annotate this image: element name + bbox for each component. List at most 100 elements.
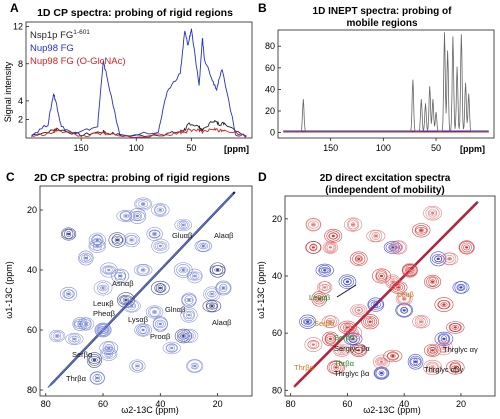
contour-peak-rs11-3 <box>334 345 350 356</box>
contour-peak-sym9-4 <box>151 203 170 217</box>
contour-peak-6-2 <box>155 283 165 293</box>
contour-peak-7-1 <box>179 268 187 272</box>
y-tick-label: 40 <box>272 271 282 281</box>
contour-peak-b4-3 <box>431 254 445 264</box>
contour-peak-sym11-3 <box>147 306 162 318</box>
x-tick-label: 50 <box>186 143 196 153</box>
contour-core-sym13 <box>107 268 111 272</box>
contour-peak-r0-1 <box>309 244 318 251</box>
contour-peak-rs17-3 <box>375 356 388 367</box>
contour-peak-rs3-1 <box>401 296 407 301</box>
contour-peak-sym16-3 <box>96 323 110 337</box>
contour-peak-rs6-1 <box>394 245 403 250</box>
contour-peak-2-2 <box>92 234 103 246</box>
contour-core-rs10 <box>351 331 355 335</box>
contour-peak-rs7-4 <box>366 229 386 243</box>
contour-peak-sym7-1 <box>157 242 164 250</box>
contour-peak-8-1 <box>200 243 207 249</box>
contour-peak-14-3 <box>181 294 197 306</box>
contour-core-3 <box>115 238 119 242</box>
contour-peak-rs7-3 <box>369 230 383 242</box>
contour-peak-r14-4 <box>383 349 403 363</box>
y-tick-label: 60 <box>272 328 282 338</box>
contour-peak-b9-4 <box>434 331 454 346</box>
contour-peak-rs15-3 <box>324 241 337 253</box>
contour-peak-sym22-4 <box>100 347 118 361</box>
contour-peak-sym8-4 <box>174 218 193 232</box>
panel-c-frame <box>39 185 253 397</box>
contour-core-rs18 <box>447 257 452 261</box>
contour-peak-sym13-2 <box>102 266 115 274</box>
contour-peak-sym10-2 <box>138 200 149 208</box>
contour-core-b3 <box>402 309 406 312</box>
contour-peak-sym8-3 <box>176 220 190 230</box>
contour-peak-sym4-2 <box>207 290 217 298</box>
contour-core-sym9 <box>158 208 162 212</box>
contour-core-rs0 <box>430 366 435 369</box>
contour-peak-r11-3 <box>324 332 337 345</box>
y-tick-label: 8 <box>18 59 23 69</box>
panel-d-letter: D <box>258 170 267 184</box>
contour-peak-sym1-4 <box>162 341 181 355</box>
contour-core-sym15 <box>124 214 128 218</box>
contour-peak-18-4 <box>86 352 103 368</box>
contour-core-b11 <box>391 246 395 249</box>
contour-peak-r11-4 <box>322 331 339 347</box>
contour-peak-sym21-3 <box>89 241 105 251</box>
contour-core-4 <box>135 214 140 218</box>
contour-peak-4-2 <box>132 211 142 221</box>
contour-peak-r18-2 <box>415 227 428 234</box>
contour-peak-sym16-1 <box>99 328 107 332</box>
y-tick-label: 20 <box>265 106 275 116</box>
contour-peak-sym3-1 <box>186 311 192 319</box>
contour-peak-sym14-1 <box>128 237 135 243</box>
contour-peak-sym13-4 <box>99 262 118 278</box>
contour-core-23 <box>67 292 71 296</box>
contour-peak-23-2 <box>63 289 74 299</box>
contour-peak-sym14-2 <box>126 235 137 245</box>
contour-peak-r10-2 <box>343 323 352 332</box>
panel-d: D 2D direct excitation spectra (independ… <box>256 170 496 415</box>
contour-peak-sym15-3 <box>119 210 133 222</box>
contour-peak-sym0-3 <box>187 359 203 373</box>
contour-peak-r7-2 <box>438 299 450 310</box>
contour-peak-sym1-1 <box>168 344 176 352</box>
contour-peak-r12-1 <box>354 346 363 354</box>
assignment-gln: Glnαβ <box>165 305 186 314</box>
contour-peak-r3-3 <box>375 269 388 283</box>
contour-peak-r18-4 <box>412 223 431 238</box>
contour-peak-rs1-4 <box>435 339 453 356</box>
contour-peak-r18-3 <box>414 225 428 236</box>
contour-peak-r13-4 <box>327 360 346 375</box>
contour-peak-r9-2 <box>461 242 472 253</box>
contour-peak-rs10-1 <box>350 329 356 337</box>
legend-item-nsp1p: Nsp1p FG1-601 <box>30 29 90 41</box>
contour-peak-sym12-3 <box>124 300 139 312</box>
contour-peak-sym0-2 <box>190 362 199 370</box>
x-tick-label: 80 <box>286 399 296 409</box>
contour-peak-10-4 <box>215 280 232 296</box>
y-tick-label: 80 <box>265 41 275 51</box>
contour-core-15 <box>210 304 214 308</box>
contour-peak-7-3 <box>176 264 191 276</box>
contour-core-rs17 <box>379 360 384 363</box>
contour-peak-rs13-1 <box>309 340 317 349</box>
contour-peak-b2-1 <box>373 301 379 308</box>
contour-peak-rs5-3 <box>403 264 417 276</box>
contour-peak-b5-3 <box>454 281 468 294</box>
contour-peak-rs17-4 <box>373 354 390 369</box>
assignment-ser-green: Serβα <box>334 333 355 342</box>
contour-peak-20-2 <box>137 325 149 335</box>
contour-peak-sym23-1 <box>135 363 140 369</box>
contour-peak-sym21-2 <box>92 241 102 251</box>
contour-peak-sym4-3 <box>205 288 219 300</box>
contour-peak-b0-3 <box>318 265 332 276</box>
contour-peak-14-1 <box>184 298 194 302</box>
contour-peak-r4-4 <box>389 281 408 294</box>
contour-peak-r9-3 <box>459 241 474 254</box>
contour-core-rs15 <box>328 246 333 249</box>
contour-peak-b4-1 <box>434 255 443 263</box>
contour-peak-11-2 <box>114 271 126 281</box>
contour-peak-sym10-4 <box>134 197 153 211</box>
contour-peak-sym21-1 <box>93 243 102 249</box>
